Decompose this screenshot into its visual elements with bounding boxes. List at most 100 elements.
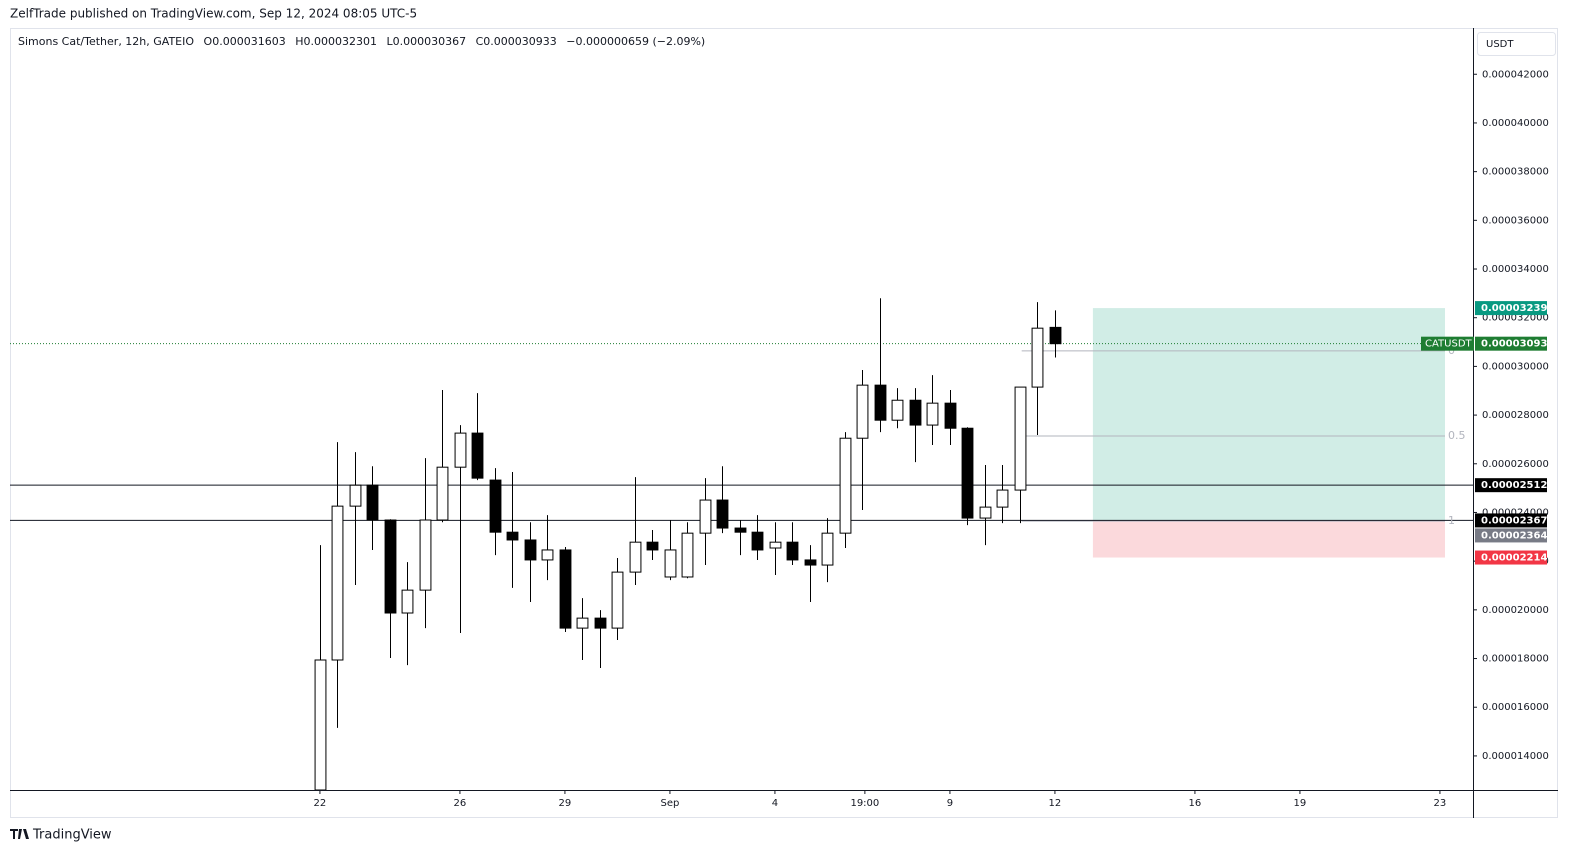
legend-value: 0.000032301: [303, 35, 376, 48]
candle-body: [611, 571, 624, 629]
x-tick-label: 26: [454, 798, 467, 809]
candle-body: [314, 659, 327, 790]
candle-body: [874, 384, 887, 421]
price-label-box: [1475, 513, 1547, 528]
y-tick-label: 0.000030000: [1482, 361, 1549, 372]
x-tick-label: 16: [1189, 798, 1202, 809]
x-tick-label: 4: [772, 798, 778, 809]
candle-body: [489, 479, 502, 533]
x-tick-label: 19:00: [850, 798, 879, 809]
candle-body: [454, 432, 467, 468]
y-tick-label: 0.000036000: [1482, 215, 1549, 226]
price-label: 0.000023644: [1481, 530, 1554, 541]
price-label: 0.000023673: [1481, 515, 1554, 526]
price-label: 0.000032395: [1481, 303, 1554, 314]
price-label-box: [1475, 550, 1547, 565]
price-label-box: [1475, 528, 1547, 543]
x-tick-label: 29: [559, 798, 572, 809]
candle-body: [401, 589, 414, 614]
axes: 0.000014000 0.000016000 0.000018000 0.00002…: [314, 69, 1555, 809]
candle-body: [786, 541, 799, 561]
symbol-label: CATUSDT: [1425, 339, 1473, 350]
candle-body: [681, 532, 694, 578]
legend-key: O: [204, 35, 213, 48]
legend-key: H: [295, 35, 303, 48]
candle-body: [734, 527, 747, 533]
x-tick-label: 22: [314, 798, 327, 809]
y-tick-label: 0.000038000: [1482, 167, 1549, 178]
candle-body: [716, 499, 729, 529]
price-label-box: [1475, 478, 1547, 493]
fib-label: 1: [1448, 514, 1455, 527]
candle-body: [541, 549, 554, 561]
y-tick-label: 0.000042000: [1482, 69, 1549, 80]
candle-body: [996, 489, 1009, 508]
candle-body: [559, 549, 572, 629]
candle-body: [699, 499, 712, 534]
y-tick-label: 0.000014000: [1482, 751, 1549, 762]
candle-body: [331, 505, 344, 661]
price-label-box: [1475, 336, 1547, 351]
candle-body: [524, 539, 537, 561]
candle-body: [576, 617, 589, 629]
candle-body: [856, 384, 869, 439]
plot: [10, 298, 1473, 790]
candle-body: [349, 484, 362, 507]
symbol-title: Simons Cat/Tether, 12h, GATEIO: [18, 35, 194, 48]
candle-body: [961, 427, 974, 519]
profit-zone: [1092, 308, 1445, 521]
fib-label: 0.5: [1448, 429, 1466, 442]
candle-body: [839, 437, 852, 534]
y-tick-label: 0.000024000: [1482, 507, 1549, 518]
legend-value: 0.000030367: [393, 35, 466, 48]
x-tick-label: 12: [1049, 798, 1062, 809]
candle-body: [891, 399, 904, 421]
candle-body: [366, 484, 379, 521]
x-tick-label: 19: [1294, 798, 1307, 809]
legend-key: L: [386, 35, 393, 48]
x-tick-label: 23: [1434, 798, 1447, 809]
frame: [10, 28, 1558, 818]
candle-body: [646, 541, 659, 551]
y-tick-label: 0.000032000: [1482, 313, 1549, 324]
candle-body: [384, 519, 397, 614]
candle-body: [1049, 326, 1062, 345]
brand: TradingView: [10, 828, 112, 843]
candle-body: [979, 506, 992, 519]
y-tick-label: 0.000016000: [1482, 702, 1549, 713]
candle-body: [664, 549, 677, 578]
x-tick-label: 9: [947, 798, 953, 809]
logo: [10, 829, 29, 839]
price-label: 0.000022149: [1481, 553, 1554, 564]
y-tick-label: 0.000026000: [1482, 459, 1549, 470]
symbol-label-box: [1421, 336, 1474, 351]
candle-body: [1014, 386, 1027, 491]
y-tick-label: 0.000018000: [1482, 654, 1549, 665]
price-label-box: [1475, 301, 1547, 316]
price-label: 0.000025121: [1481, 480, 1554, 491]
legend-value: 0.000030933: [483, 35, 556, 48]
brand-name: TradingView: [32, 828, 112, 843]
candle-body: [769, 541, 782, 549]
legend-key: C: [476, 35, 484, 48]
candle-body: [751, 531, 764, 551]
candle-body: [436, 466, 449, 521]
candle-body: [821, 532, 834, 566]
loss-zone: [1092, 520, 1445, 558]
y-tick-label: 0.000020000: [1482, 605, 1549, 616]
currency: USDT: [1486, 39, 1514, 50]
y-tick-label: 0.000040000: [1482, 118, 1549, 129]
candle-body: [926, 402, 939, 426]
candle-body: [804, 559, 817, 566]
publisher: ZelfTrade published on TradingView.com, …: [10, 7, 417, 21]
candle-body: [1031, 327, 1044, 388]
candle-body: [629, 541, 642, 573]
candle-body: [909, 399, 922, 426]
x-tick-label: Sep: [660, 798, 679, 809]
change: −0.000000659 (−2.09%): [566, 35, 705, 48]
candle-body: [944, 402, 957, 429]
candle-body: [506, 531, 519, 541]
y-tick-label: 0.000028000: [1482, 410, 1549, 421]
currency-box[interactable]: [1477, 32, 1556, 56]
